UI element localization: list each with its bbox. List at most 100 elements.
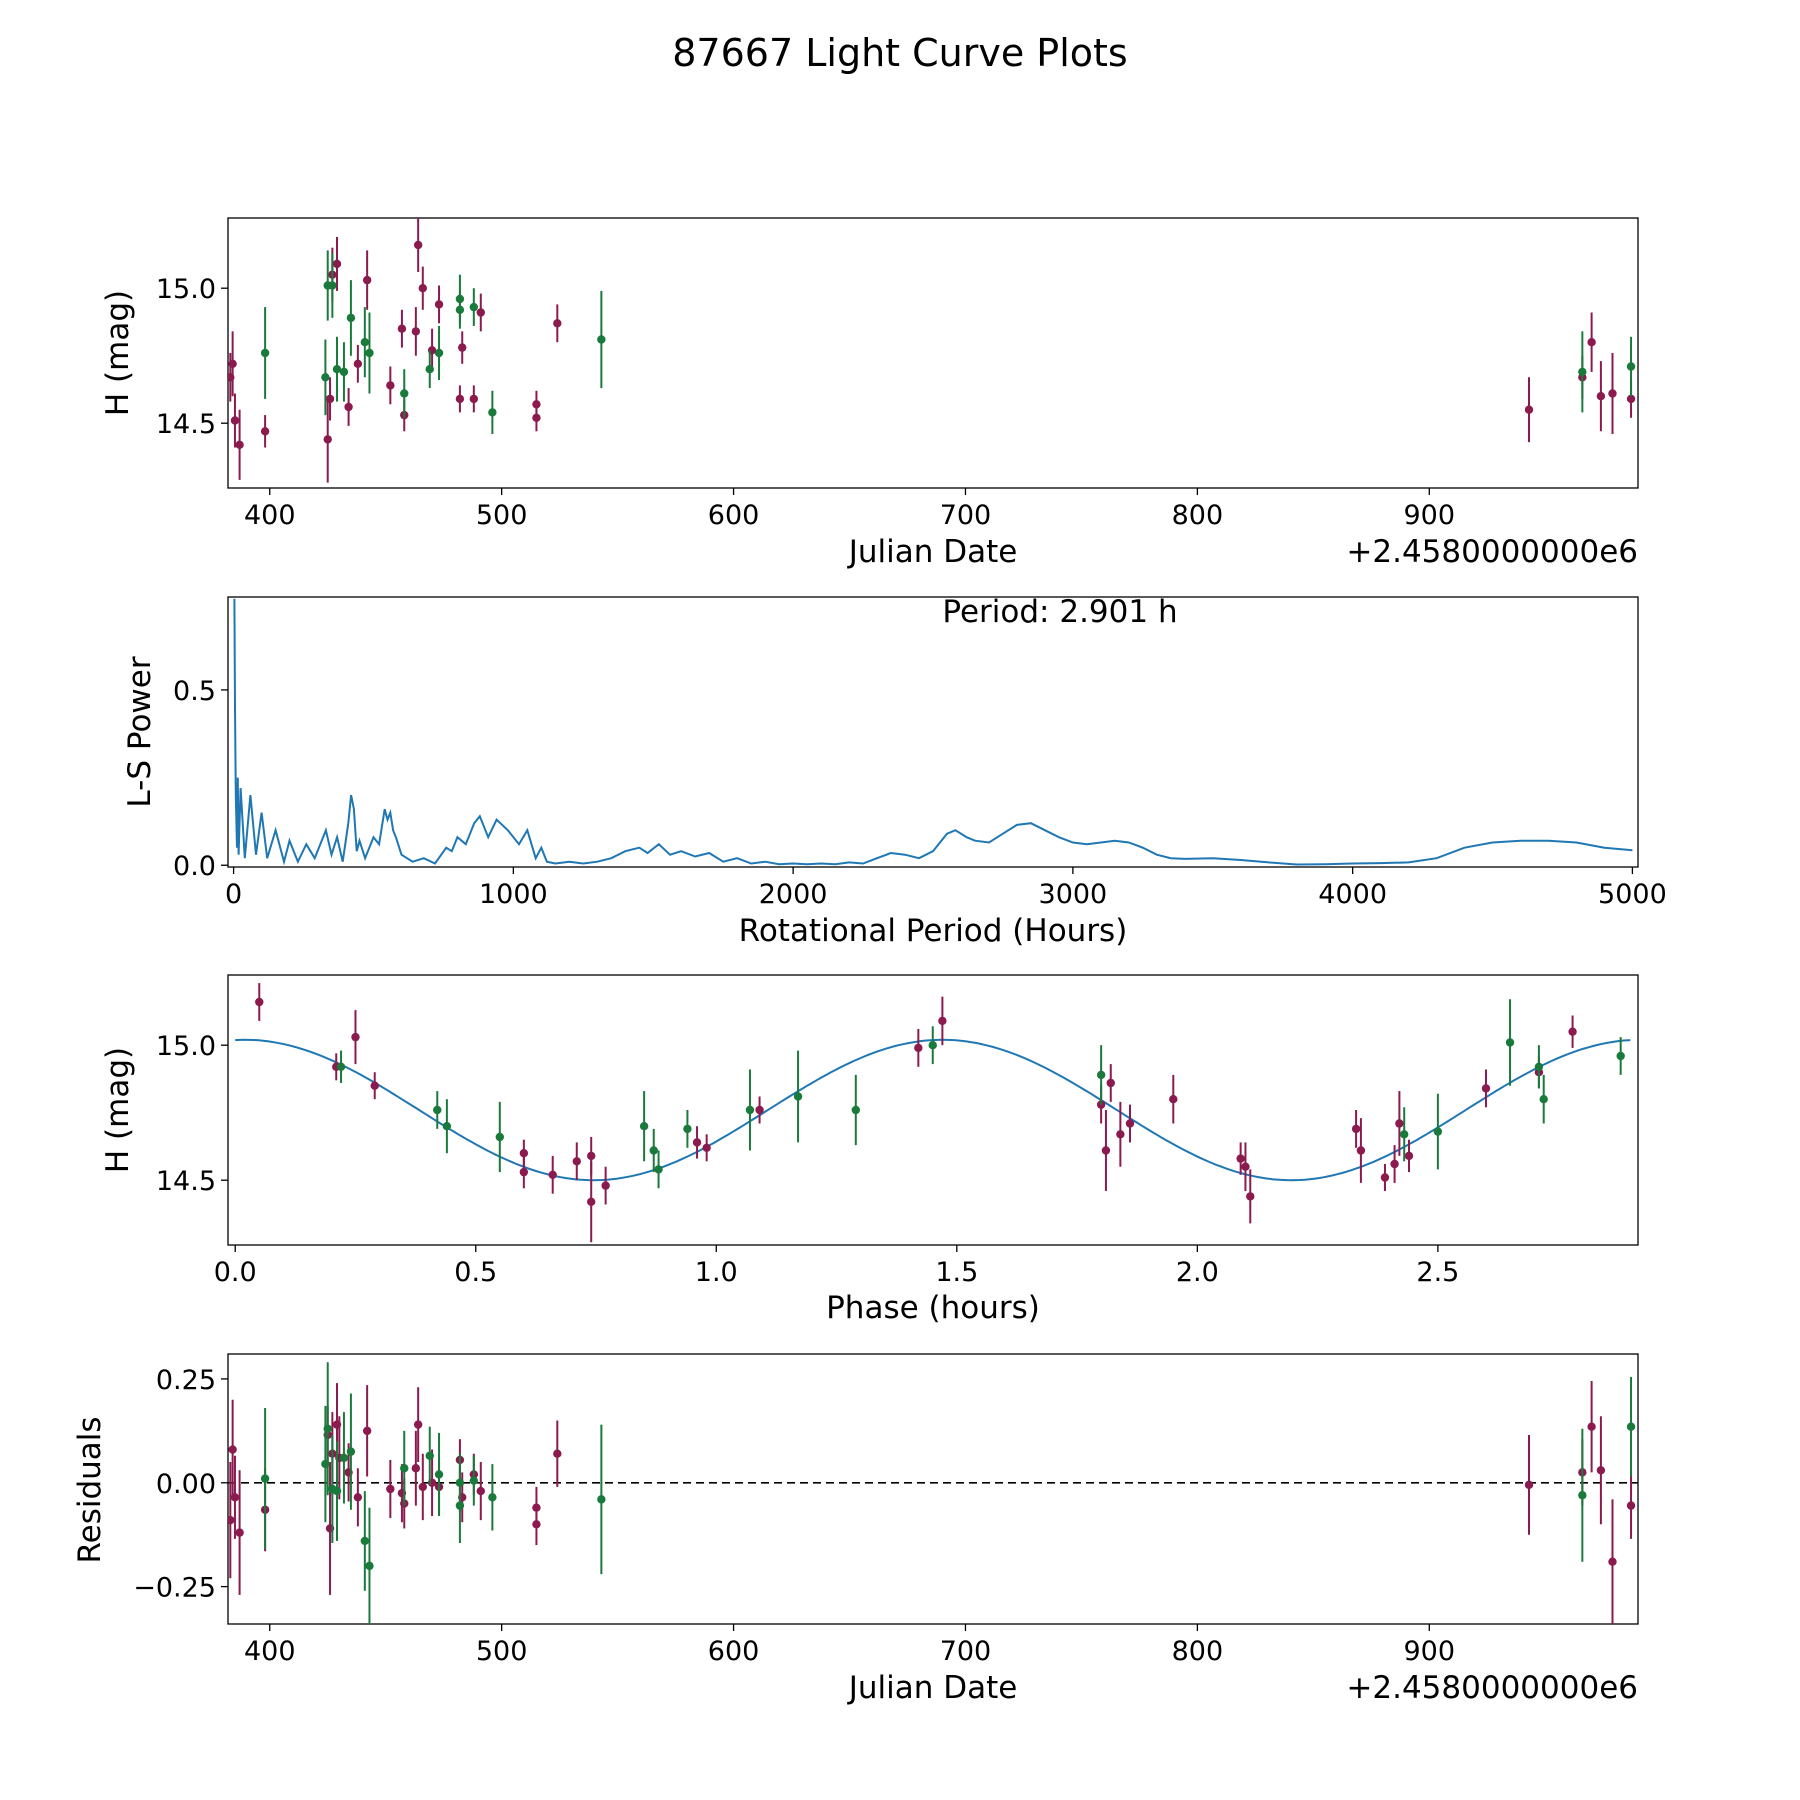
data-point bbox=[228, 1445, 237, 1454]
y-axis-label: Residuals bbox=[72, 1416, 108, 1563]
y-axis-ticks: 0.25 0.00 −0.25 bbox=[133, 1365, 228, 1604]
data-point bbox=[495, 1132, 505, 1142]
data-point bbox=[519, 1149, 529, 1158]
data-point bbox=[1096, 1100, 1106, 1109]
data-point bbox=[1106, 1078, 1115, 1088]
data-point bbox=[1380, 1173, 1390, 1182]
data-point bbox=[433, 1105, 442, 1115]
data-point bbox=[411, 1464, 421, 1473]
data-point bbox=[1101, 1146, 1111, 1155]
data-point bbox=[1241, 1162, 1250, 1171]
data-point bbox=[1596, 1466, 1606, 1475]
data-point bbox=[469, 394, 479, 404]
x-tick-label: 1.5 bbox=[935, 1257, 978, 1288]
plot-frame bbox=[227, 974, 1639, 1246]
y-tick-label: 14.5 bbox=[156, 1166, 216, 1197]
data-point bbox=[597, 335, 606, 344]
panel-periodogram: 0 1000 2000 3000 4000 5000 0.0 0.5 Period: 2.9… bbox=[122, 594, 1667, 949]
data-point bbox=[386, 381, 395, 390]
data-point bbox=[476, 308, 485, 317]
data-point bbox=[572, 1157, 581, 1166]
plot-frame bbox=[227, 217, 1639, 489]
data-point bbox=[235, 1528, 244, 1537]
x-tick-label: 600 bbox=[708, 1636, 760, 1667]
data-point bbox=[260, 348, 270, 358]
data-point bbox=[1395, 1119, 1404, 1128]
x-axis-label: Phase (hours) bbox=[826, 1290, 1040, 1326]
data-point bbox=[413, 240, 423, 250]
data-point bbox=[362, 1426, 372, 1436]
data-point bbox=[400, 389, 409, 398]
data-point bbox=[365, 348, 374, 358]
x-tick-label: 2000 bbox=[759, 879, 828, 910]
data-point bbox=[418, 1482, 428, 1492]
data-point bbox=[325, 394, 335, 404]
data-point bbox=[400, 1464, 409, 1473]
x-tick-label: 0.0 bbox=[214, 1257, 257, 1288]
y-axis-ticks: 14.5 15.0 bbox=[156, 274, 228, 440]
data-point bbox=[397, 324, 407, 333]
plot-frame bbox=[227, 596, 1639, 868]
x-tick-label: 400 bbox=[244, 1636, 296, 1667]
x-tick-label: 0 bbox=[225, 879, 242, 910]
data-point bbox=[455, 1478, 465, 1487]
data-point bbox=[1626, 1422, 1636, 1431]
data-point bbox=[455, 294, 465, 304]
x-axis-ticks: 0.0 0.5 1.0 1.5 2.0 2.5 bbox=[214, 1245, 1459, 1288]
data-point bbox=[649, 1146, 658, 1155]
data-point bbox=[418, 284, 428, 293]
data-point bbox=[332, 365, 342, 374]
data-point bbox=[442, 1122, 452, 1131]
data-point bbox=[260, 1474, 270, 1483]
data-point bbox=[639, 1122, 649, 1131]
data-point bbox=[1246, 1192, 1255, 1201]
data-point bbox=[1351, 1124, 1361, 1134]
x-tick-label: 900 bbox=[1404, 1636, 1456, 1667]
data-point bbox=[1534, 1062, 1544, 1072]
residuals-marks bbox=[228, 1362, 1638, 1624]
x-axis-ticks: 0 1000 2000 3000 4000 5000 bbox=[225, 867, 1667, 910]
data-point bbox=[532, 400, 541, 409]
data-point bbox=[434, 300, 444, 309]
data-point bbox=[1404, 1151, 1414, 1161]
data-point bbox=[360, 1536, 370, 1546]
x-axis-label: Julian Date bbox=[847, 1670, 1018, 1706]
data-point bbox=[519, 1167, 529, 1177]
data-point bbox=[1587, 338, 1596, 347]
x-tick-label: 700 bbox=[940, 500, 992, 531]
data-point bbox=[339, 367, 349, 377]
data-point bbox=[928, 1041, 937, 1050]
data-point bbox=[548, 1170, 557, 1180]
data-point bbox=[745, 1105, 755, 1115]
x-axis-offset-label: +2.4580000000e6 bbox=[1346, 534, 1638, 570]
x-axis-offset-label: +2.4580000000e6 bbox=[1346, 1670, 1638, 1706]
data-point bbox=[228, 1515, 235, 1525]
panel-residuals: 400 500 600 700 800 900 0.25 0.00 −0.25 Julian … bbox=[72, 1353, 1639, 1706]
data-point bbox=[360, 338, 370, 347]
data-point bbox=[351, 1032, 360, 1042]
y-axis-label: H (mag) bbox=[100, 290, 136, 416]
x-tick-label: 800 bbox=[1172, 1636, 1224, 1667]
y-axis-ticks: 0.0 0.5 bbox=[173, 676, 228, 882]
data-point bbox=[469, 1476, 479, 1485]
data-point bbox=[1596, 392, 1606, 401]
x-tick-label: 4000 bbox=[1318, 879, 1387, 910]
data-point bbox=[228, 359, 237, 368]
data-point bbox=[344, 402, 353, 412]
x-tick-label: 500 bbox=[476, 1636, 528, 1667]
data-point bbox=[235, 440, 244, 449]
data-point bbox=[692, 1138, 702, 1147]
y-tick-label: −0.25 bbox=[133, 1573, 216, 1604]
data-point bbox=[851, 1105, 860, 1115]
data-point bbox=[434, 1470, 444, 1479]
plot-frame bbox=[227, 1353, 1639, 1625]
data-point bbox=[425, 365, 434, 374]
x-axis-ticks: 400 500 600 700 800 900 bbox=[244, 488, 1455, 531]
y-tick-label: 14.5 bbox=[156, 409, 216, 440]
data-point bbox=[1400, 1130, 1409, 1139]
data-point bbox=[255, 997, 264, 1007]
y-axis-label: H (mag) bbox=[100, 1047, 136, 1173]
power-line bbox=[233, 598, 1633, 866]
data-point bbox=[1116, 1130, 1125, 1139]
